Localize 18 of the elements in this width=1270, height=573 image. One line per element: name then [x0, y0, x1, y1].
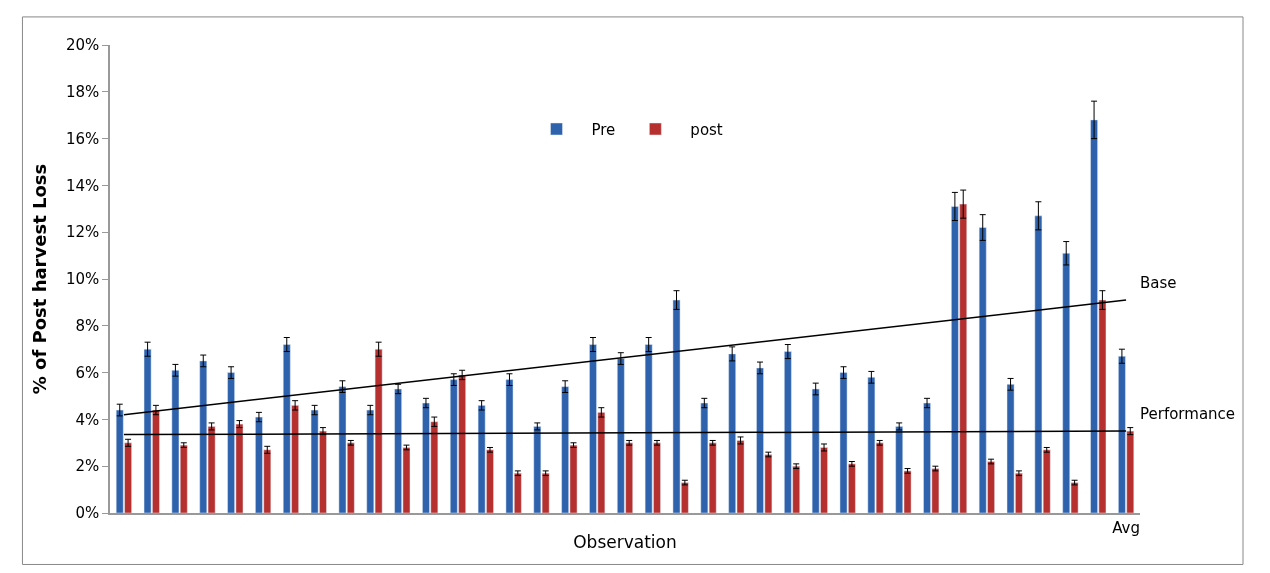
- y-tick-label: 18%: [65, 83, 100, 102]
- series-label: Performance: [1140, 405, 1236, 423]
- legend-label: Pre: [591, 120, 616, 139]
- y-tick-label: 0%: [75, 504, 100, 523]
- y-tick-label: 4%: [75, 410, 100, 429]
- y-tick-label: 14%: [65, 176, 100, 195]
- y-tick-label: 20%: [65, 36, 100, 55]
- y-tick-label: 2%: [75, 457, 100, 476]
- x-axis-title: Observation: [573, 531, 677, 552]
- series-label: Base: [1140, 274, 1177, 292]
- y-tick-label: 12%: [65, 223, 100, 242]
- y-tick-label: 16%: [65, 129, 100, 148]
- y-axis-title: % of Post harvest Loss: [28, 163, 50, 395]
- y-tick-label: 8%: [75, 317, 100, 336]
- y-tick-label: 6%: [75, 363, 100, 382]
- x-tick-label: Avg: [1112, 518, 1140, 537]
- y-tick-label: 10%: [65, 270, 100, 289]
- legend-label: post: [690, 120, 723, 139]
